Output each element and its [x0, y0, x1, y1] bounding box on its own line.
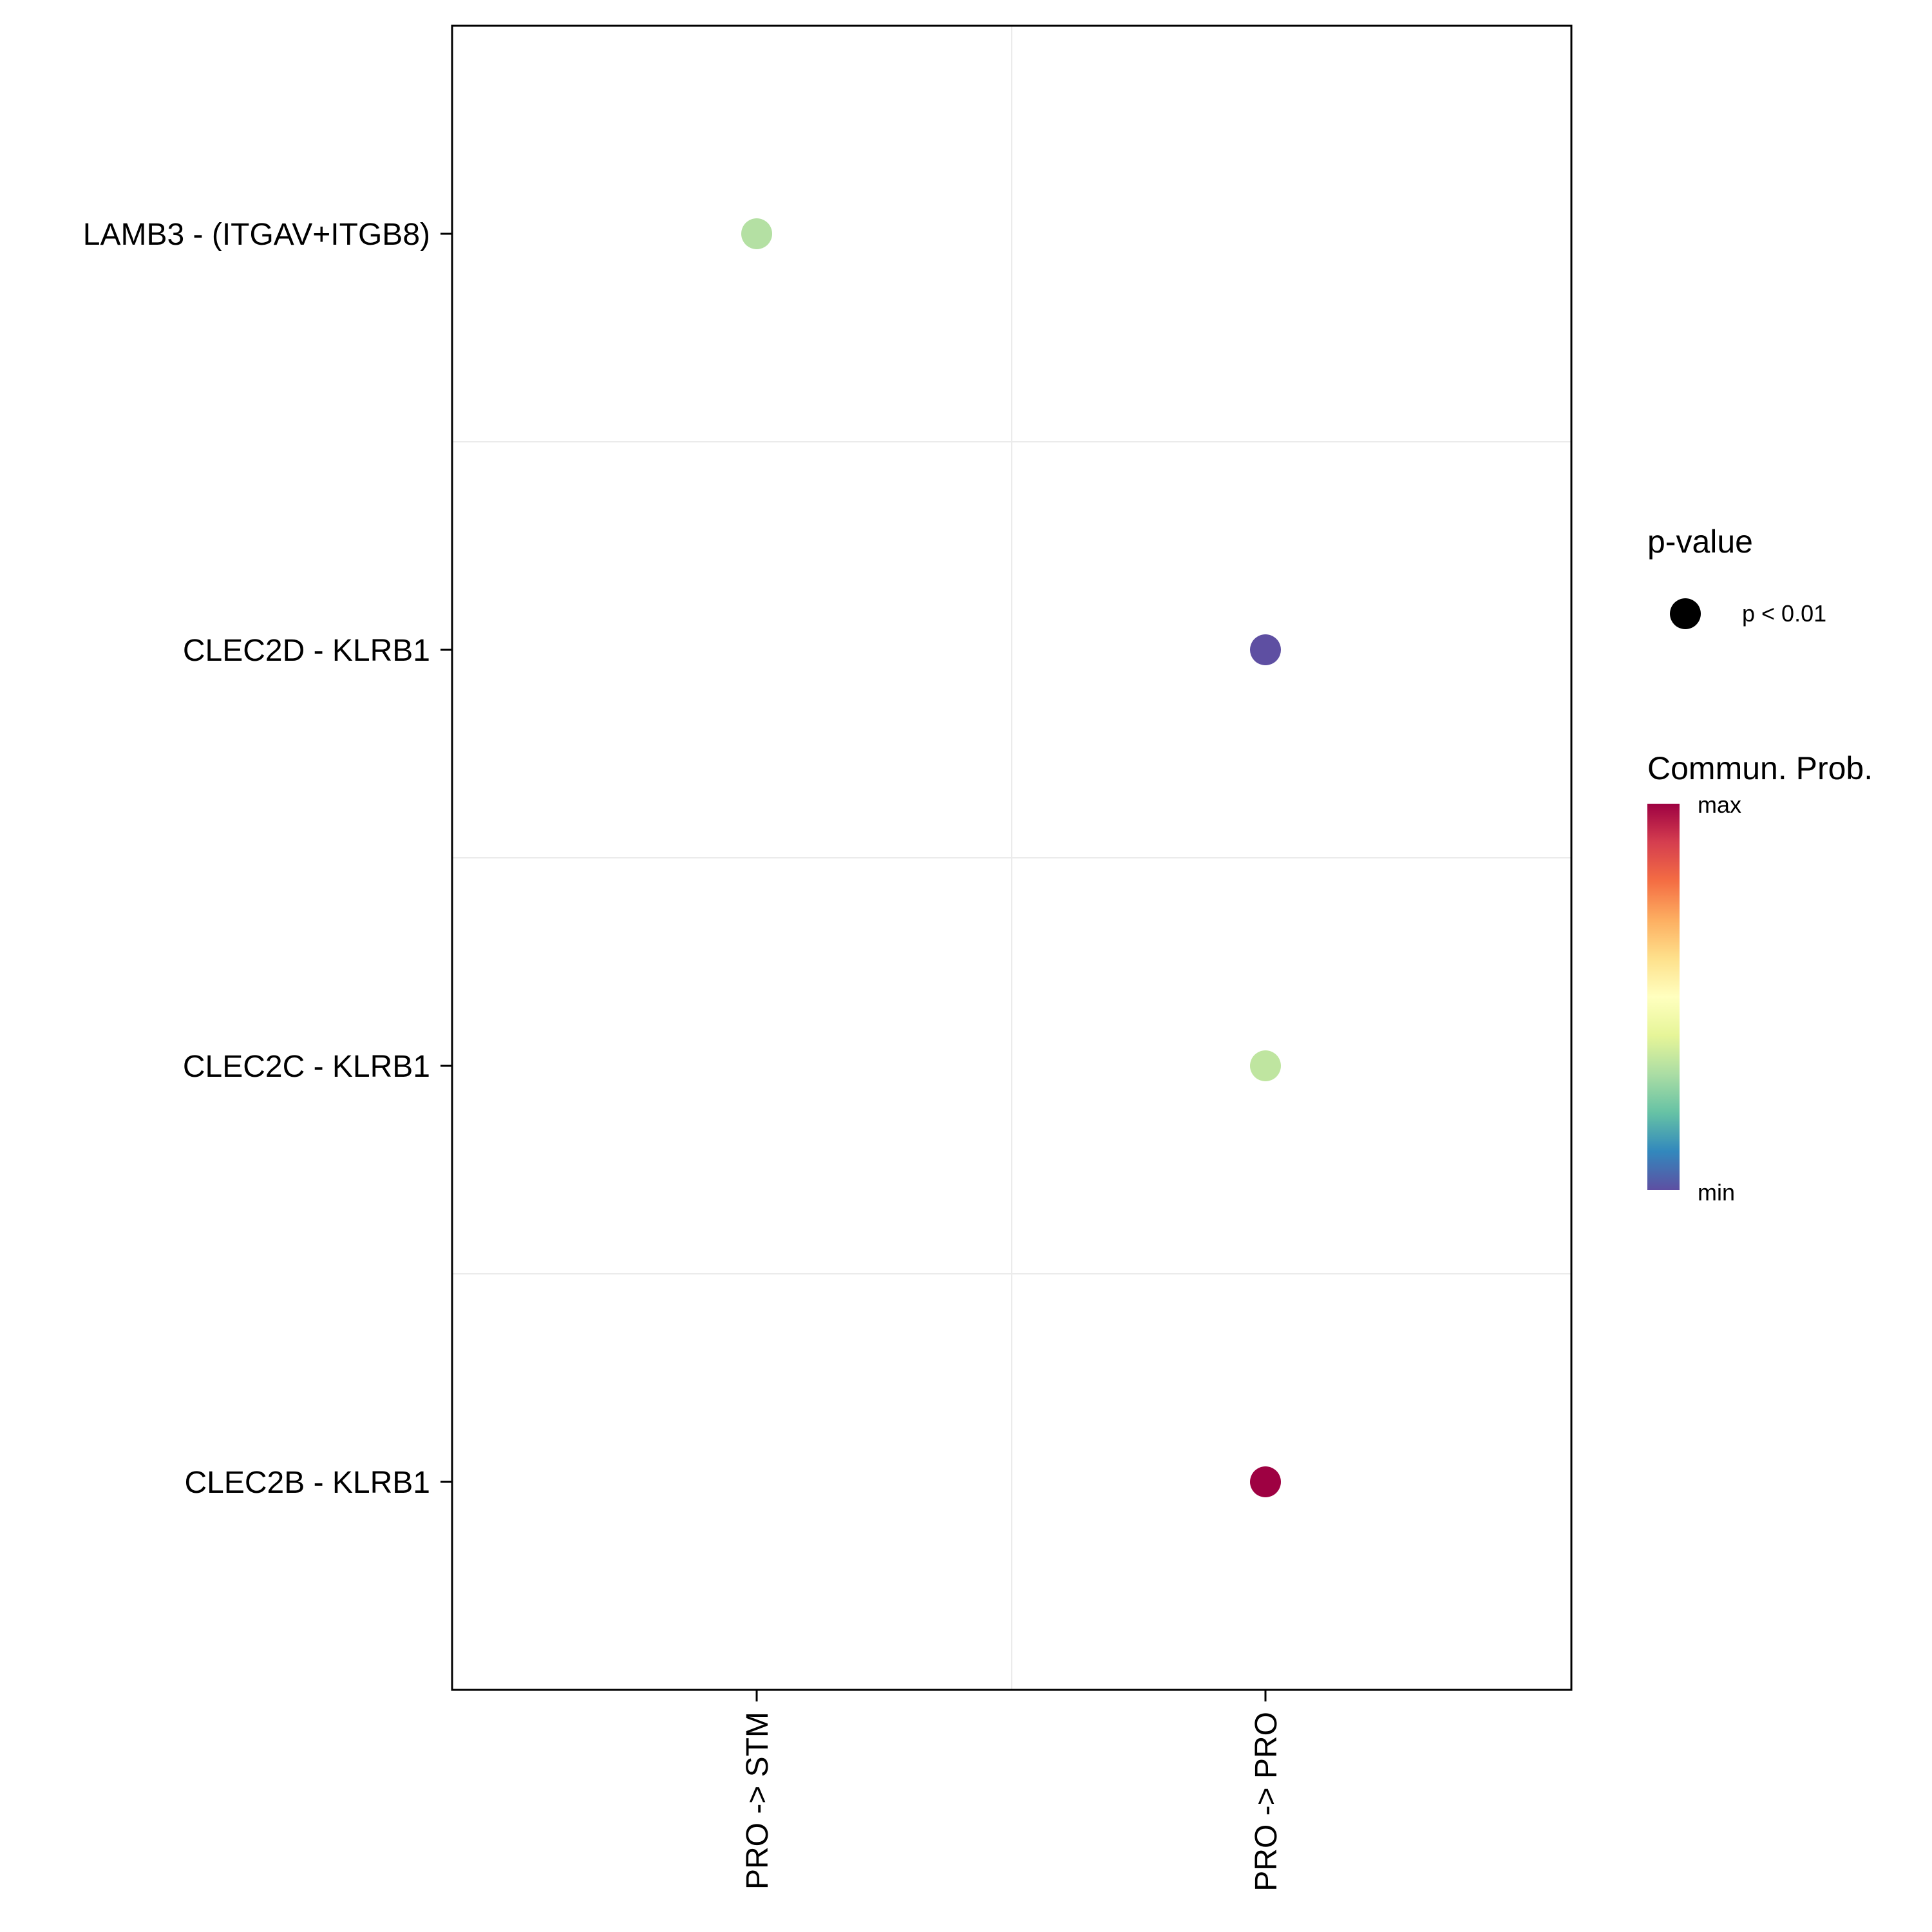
y-tick-label: CLEC2B - KLRB1	[185, 1466, 431, 1500]
y-tick-label: CLEC2C - KLRB1	[183, 1050, 430, 1084]
grid-lines	[452, 26, 1571, 1690]
x-axis: PRO -> STM PRO -> PRO	[741, 1690, 1283, 1891]
plot-panel-border	[451, 24, 1573, 1691]
data-point	[1250, 1050, 1281, 1081]
data-point	[1250, 1466, 1281, 1497]
colorbar-min-label: min	[1698, 1179, 1735, 1206]
x-tick-label: PRO -> STM	[741, 1712, 775, 1889]
data-point	[741, 218, 772, 249]
legend: p-value p < 0.01 Commun. Prob. max min	[1647, 524, 1873, 1206]
y-tick-label: LAMB3 - (ITGAV+ITGB8)	[83, 218, 430, 252]
pvalue-legend-swatch	[1670, 598, 1701, 629]
colorbar	[1647, 804, 1680, 1190]
data-points	[741, 218, 1281, 1497]
y-tick-label: CLEC2D - KLRB1	[183, 634, 430, 668]
pvalue-legend-label: p < 0.01	[1742, 600, 1826, 627]
pvalue-legend-title: p-value	[1647, 524, 1753, 560]
colorbar-legend-title: Commun. Prob.	[1647, 750, 1873, 786]
x-tick-label: PRO -> PRO	[1249, 1712, 1283, 1891]
colorbar-max-label: max	[1698, 791, 1741, 818]
data-point	[1250, 634, 1281, 665]
y-axis: CLEC2B - KLRB1 CLEC2C - KLRB1 CLEC2D - KLR…	[83, 218, 452, 1500]
